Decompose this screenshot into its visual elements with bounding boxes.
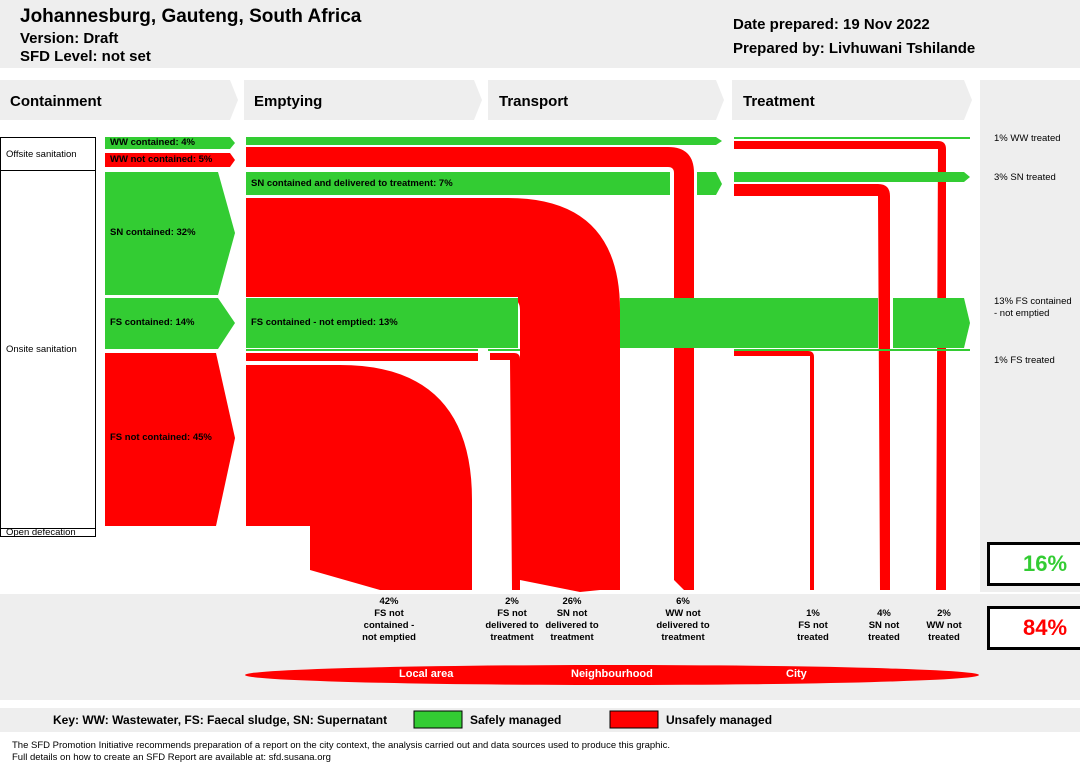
bottom-text: WW not treated [926,620,962,643]
bottom-pct: 4% [877,608,891,619]
onsite-box [0,170,96,529]
stage-transport: Transport [499,93,569,110]
fs-not-emptied-transport [620,298,878,348]
safe-swatch [413,710,463,729]
ww-not-contained-label: WW not contained: 5% [110,154,213,165]
fs-not-emptied-label: FS contained - not emptied: 13% [251,317,398,328]
bottom-text: FS not contained - not emptied [362,608,416,643]
bottom-pct: 26% [562,596,582,607]
ww-contained-flow [246,137,722,145]
bottom-label-sn-not-delivered: 26% SN not delivered to treatment [545,596,599,644]
stage-emptying: Emptying [254,93,323,110]
fs-not-contained-label: FS not contained: 45% [110,432,212,443]
prepared-by: Prepared by: Livhuwani Tshilande [733,40,976,57]
bottom-label-ww-not-delivered: 6% WW not delivered to treatment [656,596,710,644]
stage-chevron-treatment [732,80,972,120]
bottom-label-fs-not-treated: 1% FS not treated [790,608,836,644]
fs-not-delivered-flow [490,353,520,590]
bottom-pct: 1% [806,608,820,619]
area-local: Local area [399,668,454,680]
fs-emptied-line [246,349,478,351]
stage-chevron-containment [0,80,238,120]
bottom-text: SN not treated [868,620,900,643]
bottom-pct: 2% [505,596,519,607]
sn-treated-tip [964,172,970,182]
key-panel [0,708,1080,732]
bottom-label-ww-not-treated: 2% WW not treated [922,608,966,644]
fs-transport-line [488,349,520,351]
sn-treated-label: 3% SN treated [994,172,1056,183]
open-defecation-box [0,528,96,537]
version-text: Version: Draft [20,30,119,47]
fs-not-emptied-flow [246,298,518,348]
ww-contained-arrow [105,137,235,149]
bottom-label-fs-not-emptied: 42% FS not contained - not emptied [360,596,418,644]
bottom-label-sn-not-treated: 4% SN not treated [862,608,906,644]
area-city: City [786,668,807,680]
sn-delivered-transport [697,172,722,195]
sn-not-delivered-flow [246,198,620,592]
ww-treated-flow [734,137,970,139]
footer-line-2: Full details on how to create an SFD Rep… [12,752,331,763]
ww-contained-label: WW contained: 4% [110,137,195,148]
unsafe-percentage: 84% [987,606,1080,650]
sn-treated-flow [734,172,964,182]
key-safe-label: Safely managed [470,713,562,727]
date-prepared: Date prepared: 19 Nov 2022 [733,16,930,33]
fs-treated-line [734,349,970,351]
fs-not-contained-arrow [105,353,235,526]
sn-delivered-flow [246,172,670,195]
footer-line-1: The SFD Promotion Initiative recommends … [12,740,670,751]
bottom-pct: 2% [937,608,951,619]
stage-treatment: Treatment [743,93,815,110]
bottom-text: FS not treated [797,620,829,643]
sfd-level-text: SFD Level: not set [20,48,151,65]
ww-treated-label: 1% WW treated [994,133,1061,144]
stage-containment: Containment [10,93,102,110]
sn-contained-label: SN contained: 32% [110,227,196,238]
bottom-pct: 6% [676,596,690,607]
bottom-text: WW not delivered to treatment [656,608,710,643]
fs-contained-white-line [246,297,518,298]
stage-chevron-emptying [244,80,482,120]
bottom-pct: 42% [379,596,399,607]
fs-treated-label: 1% FS treated [994,355,1055,366]
city-title: Johannesburg, Gauteng, South Africa [20,6,362,27]
area-ellipse [245,665,979,685]
fs-contained-arrow [105,298,235,349]
bottom-text: SN not delivered to treatment [545,608,599,643]
area-neighbourhood: Neighbourhood [571,668,653,680]
key-unsafe-label: Unsafely managed [666,713,773,727]
fs-not-emptied-right-label: 13% FS contained - not emptied [994,296,1072,319]
fs-emptied-red [246,353,478,361]
bottom-label-fs-not-delivered: 2% FS not delivered to treatment [485,596,539,644]
safe-percentage: 16% [987,542,1080,586]
fs-not-contained-flow [246,365,472,590]
fs-not-emptied-treatment [893,298,970,348]
stage-chevron-transport [488,80,724,120]
key-text: Key: WW: Wastewater, FS: Faecal sludge, … [53,713,388,727]
unsafe-swatch [609,710,659,729]
bottom-text: FS not delivered to treatment [485,608,539,643]
right-panel [980,80,1080,592]
onsite-label: Onsite sanitation [6,344,77,355]
ww-not-contained-arrow [105,153,235,167]
sn-delivered-label: SN contained and delivered to treatment:… [251,178,453,189]
header-panel [0,0,1080,68]
fs-contained-label: FS contained: 14% [110,317,195,328]
offsite-label: Offsite sanitation [6,149,77,160]
sn-contained-arrow [105,172,235,295]
open-defecation-label: Open defecation [6,527,76,538]
